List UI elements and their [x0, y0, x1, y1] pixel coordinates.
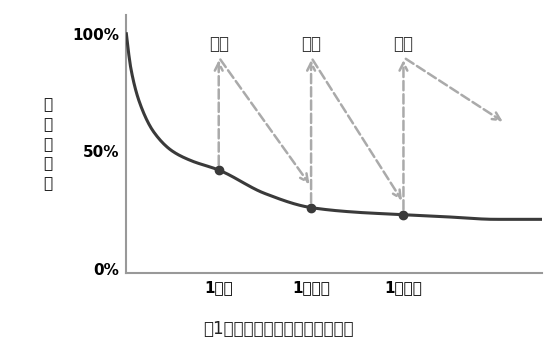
Text: 復習: 復習	[301, 34, 321, 53]
Text: 復習: 復習	[209, 34, 229, 53]
Y-axis label: 記
憶
保
持
率: 記 憶 保 持 率	[43, 97, 52, 191]
Text: 復習: 復習	[393, 34, 413, 53]
Text: 図1　エビングハウスの忘却曲線: 図1 エビングハウスの忘却曲線	[203, 320, 354, 338]
